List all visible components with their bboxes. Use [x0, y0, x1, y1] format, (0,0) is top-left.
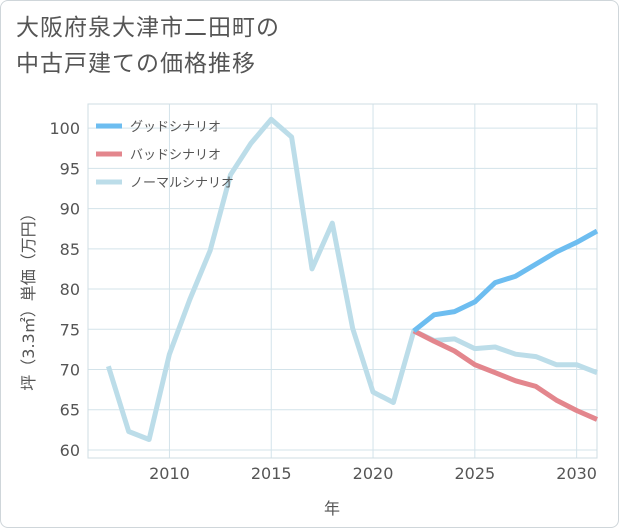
x-tick-label: 2015 — [251, 464, 292, 483]
y-tick-label: 80 — [60, 280, 80, 299]
series-line-2 — [106, 116, 598, 442]
y-tick-label: 90 — [60, 200, 80, 219]
y-tick-label: 65 — [60, 401, 80, 420]
x-tick-label: 2025 — [454, 464, 495, 483]
y-axis-label: 坪（3.3㎡）単価（万円） — [19, 205, 38, 390]
chart-title-line-2: 中古戸建ての価格推移 — [16, 51, 256, 77]
series-line-0 — [412, 228, 599, 333]
chart-title-line-1: 大阪府泉大津市二田町の — [16, 15, 280, 41]
y-tick-label: 70 — [60, 361, 80, 380]
series-line-1 — [412, 328, 598, 422]
y-tick-label: 100 — [49, 119, 80, 138]
legend-label: グッドシナリオ — [130, 120, 221, 135]
axes: 2010 2015 2020 2025 2030 60 65 70 75 80 85 90 95 100 — [49, 103, 598, 483]
legend-label: バッドシナリオ — [130, 148, 221, 163]
x-tick-label: 2010 — [149, 464, 190, 483]
chart-title: 大阪府泉大津市二田町の 中古戸建ての価格推移 — [16, 10, 280, 82]
legend-label: ノーマルシナリオ — [130, 176, 234, 191]
x-tick-label: 2020 — [353, 464, 394, 483]
x-axis-label: 年 — [324, 499, 340, 518]
y-tick-label: 95 — [60, 159, 80, 178]
plot-border — [87, 103, 598, 459]
series-layer — [106, 116, 599, 442]
grid-lines — [88, 104, 597, 458]
x-tick-label: 2030 — [556, 464, 597, 483]
y-tick-label: 85 — [60, 240, 80, 259]
y-tick-label: 60 — [60, 441, 80, 460]
y-tick-label: 75 — [60, 320, 80, 339]
